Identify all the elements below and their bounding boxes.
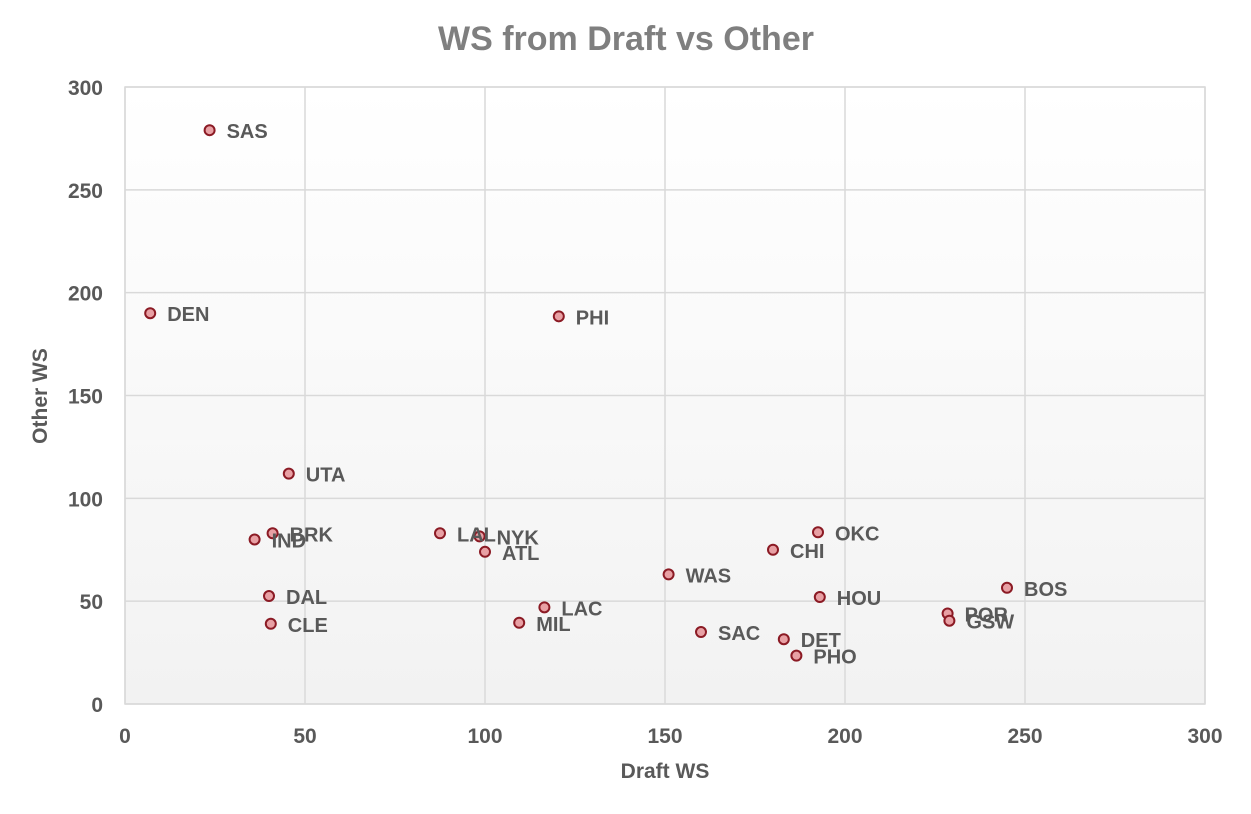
data-label-cle: CLE [288,615,328,637]
y-tick-label: 200 [68,283,103,306]
data-point-chi [767,543,779,556]
data-point-phi [552,310,565,323]
data-point-dal [263,590,275,603]
x-tick-label: 0 [119,725,131,748]
chart-title: WS from Draft vs Other [438,20,814,58]
data-label-phi: PHI [576,307,609,329]
data-point-mil [513,616,526,629]
data-point-uta [282,467,295,480]
y-axis-title: Other WS [29,348,52,444]
data-point-hou [813,591,826,604]
data-label-okc: OKC [835,523,879,545]
y-axis-ticks: 0 50 100 150 200 250 300 [68,77,103,717]
data-label-mil: MIL [536,614,570,636]
data-label-den: DEN [167,304,209,326]
y-tick-label: 50 [80,591,103,614]
y-tick-label: 250 [68,180,103,203]
data-label-ind: IND [272,530,306,552]
data-point-atl [479,545,491,558]
data-label-sac: SAC [718,623,760,645]
data-point-lal [434,527,446,540]
data-point-det [777,633,790,646]
data-point-sac [695,626,707,639]
data-point-brk [266,527,279,540]
data-point-nyk [473,530,486,543]
data-label-lac: LAC [561,598,602,620]
y-tick-label: 150 [68,386,103,409]
y-tick-label: 0 [91,694,103,717]
x-tick-label: 200 [827,725,862,748]
y-tick-label: 100 [68,488,103,511]
data-point-sas [203,124,216,137]
data-label-por: POR [965,605,1009,627]
data-point-cle [264,617,277,630]
data-label-was: WAS [686,565,732,587]
x-tick-label: 300 [1187,725,1222,748]
x-tick-label: 100 [467,725,502,748]
data-point-ind [248,533,261,546]
data-label-brk: BRK [290,524,334,546]
data-label-bos: BOS [1024,579,1067,601]
y-tick-label: 300 [68,77,103,100]
data-label-det: DET [801,630,841,652]
data-label-gsw: GSW [966,612,1014,634]
data-label-atl: ATL [502,543,539,565]
data-point-pho [790,649,803,662]
x-axis-title: Draft WS [621,760,710,783]
data-point-was [662,568,675,581]
data-point-bos [1001,581,1013,594]
data-label-nyk: NYK [497,527,540,549]
data-label-chi: CHI [790,541,824,563]
data-point-den [144,307,157,320]
data-label-hou: HOU [837,588,881,610]
data-points [144,124,1013,662]
data-label-lal: LAL [457,524,496,546]
data-point-okc [812,526,824,539]
data-point-lac [538,601,551,614]
x-tick-label: 250 [1007,725,1042,748]
x-tick-label: 150 [647,725,682,748]
data-label-pho: PHO [813,647,856,669]
data-point-gsw [943,614,956,627]
gridlines [124,86,1206,705]
x-axis-ticks: 0 50 100 150 200 250 300 [119,725,1222,748]
data-label-uta: UTA [306,465,346,487]
data-label-sas: SAS [227,121,268,143]
data-label-dal: DAL [286,587,327,609]
x-tick-label: 50 [293,725,316,748]
